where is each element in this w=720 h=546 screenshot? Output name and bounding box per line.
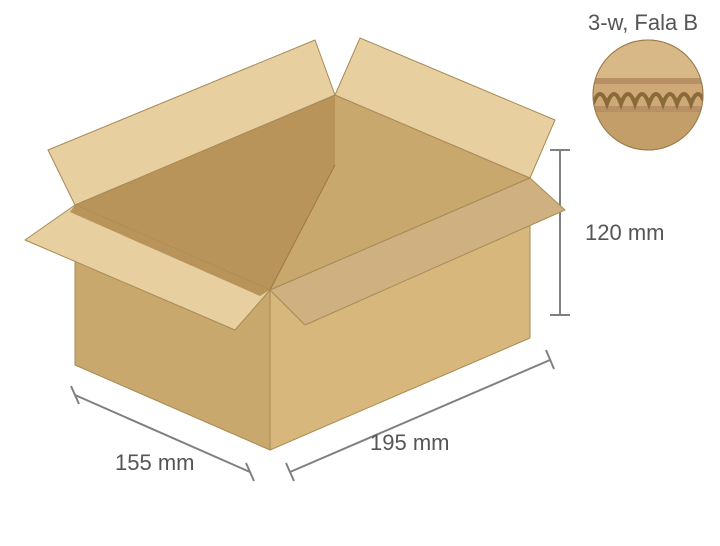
width-label: 155 mm: [115, 450, 194, 476]
corrugated-sample: [593, 40, 705, 150]
corrugation-label: 3-w, Fala B: [588, 10, 698, 36]
box-svg: [0, 0, 720, 546]
height-label: 120 mm: [585, 220, 664, 246]
length-label: 195 mm: [370, 430, 449, 456]
box-diagram: { "dimensions": { "width_label": "155 mm…: [0, 0, 720, 546]
